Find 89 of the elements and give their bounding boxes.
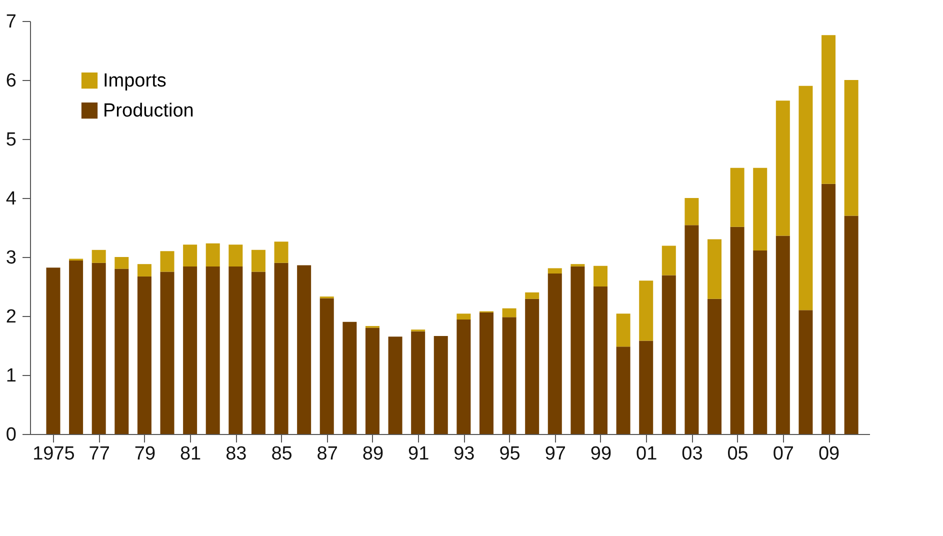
bar [753, 250, 768, 434]
bar [662, 275, 676, 434]
y-tick-label: 1 [6, 366, 16, 386]
y-tick-label: 5 [6, 130, 16, 150]
bar [844, 216, 858, 434]
y-tick-label: 7 [6, 12, 16, 32]
bar [206, 266, 220, 434]
bar [502, 308, 516, 318]
x-tick-label: 85 [271, 444, 292, 464]
y-tick-label: 2 [6, 306, 16, 328]
bar [137, 264, 152, 276]
bar [479, 312, 494, 434]
x-tick-label: 83 [226, 444, 247, 464]
x-tick-label: 99 [590, 444, 612, 464]
x-tick-label: 95 [499, 444, 520, 464]
bar [46, 268, 60, 434]
bar [822, 184, 836, 434]
bar [160, 272, 174, 434]
bar [616, 314, 630, 347]
bar [593, 266, 608, 286]
bar [114, 257, 129, 269]
bar [251, 250, 266, 272]
x-tick-label: 79 [134, 444, 156, 464]
bar [411, 331, 426, 434]
bar [251, 272, 266, 434]
x-tick-label: 05 [727, 444, 748, 464]
bar [844, 80, 858, 216]
bar [776, 236, 790, 434]
bar [274, 242, 288, 263]
bar [69, 260, 84, 434]
bar [822, 35, 836, 184]
x-tick-label: 87 [316, 444, 338, 464]
bar [206, 243, 220, 266]
bar [570, 266, 585, 434]
bar [456, 314, 471, 320]
x-tick-label: 93 [454, 444, 475, 464]
y-tick-label: 6 [6, 70, 16, 92]
bar [434, 336, 448, 434]
x-tick-label: 1975 [32, 444, 75, 464]
bar [183, 244, 198, 266]
bar [525, 298, 540, 434]
bar [114, 268, 129, 434]
x-tick-label: 91 [408, 444, 430, 464]
bar [593, 286, 608, 434]
y-tick-label: 0 [6, 424, 16, 446]
x-tick-label: 77 [88, 444, 110, 464]
y-tick-label: 3 [6, 248, 16, 268]
bar [228, 244, 243, 266]
bar [183, 266, 198, 434]
bar [297, 265, 312, 434]
bar [456, 320, 471, 434]
bar [320, 298, 334, 434]
bar [616, 346, 630, 434]
bar [753, 168, 768, 251]
legend-label: Production [103, 100, 194, 122]
bar [684, 225, 699, 434]
bar [684, 198, 699, 226]
x-tick-label: 03 [682, 444, 703, 464]
bar [730, 168, 744, 227]
bar [639, 280, 654, 341]
bar [228, 266, 243, 434]
bar [639, 340, 654, 434]
bar [274, 262, 288, 434]
bar [798, 86, 813, 310]
bar [92, 262, 106, 434]
x-tick-label: 97 [544, 444, 566, 464]
x-tick-label: 01 [636, 444, 658, 464]
bar [548, 268, 562, 274]
bar [548, 274, 562, 434]
bar [798, 310, 813, 434]
bar [502, 317, 516, 434]
y-tick-label: 4 [6, 188, 17, 210]
bar [365, 328, 380, 434]
x-tick-label: 81 [180, 444, 202, 464]
x-tick-label: 07 [772, 444, 794, 464]
bar [388, 336, 402, 434]
bar [525, 292, 540, 299]
legend-label: Imports [103, 70, 166, 92]
bar [160, 251, 174, 272]
bar [708, 298, 722, 434]
bar [662, 246, 676, 276]
bar [342, 322, 357, 434]
bar [92, 250, 106, 263]
bar [708, 239, 722, 299]
x-tick-label: 89 [362, 444, 384, 464]
bar [730, 226, 744, 434]
bar [776, 100, 790, 236]
x-tick-label: 09 [818, 444, 840, 464]
bar [137, 276, 152, 434]
